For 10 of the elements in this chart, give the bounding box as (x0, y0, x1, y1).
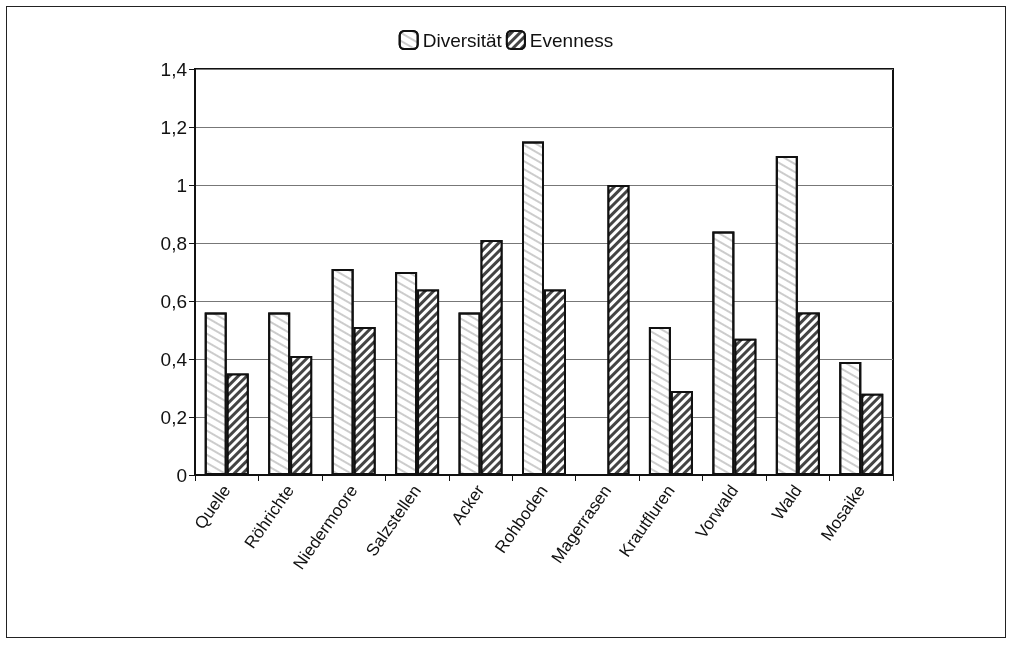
y-tick-label: 1 (176, 174, 187, 196)
y-tick-label: 0,6 (160, 290, 187, 312)
legend-label: Evenness (529, 29, 614, 51)
y-tick-label: 0,8 (160, 232, 187, 254)
y-tick-label: 0,4 (160, 348, 188, 370)
y-tick-label: 1,4 (160, 58, 188, 80)
y-tick-label: 0 (176, 464, 187, 486)
legend-label: Diversität (422, 29, 503, 51)
y-tick-label: 1,2 (160, 116, 187, 138)
y-tick-label: 0,2 (160, 406, 187, 428)
